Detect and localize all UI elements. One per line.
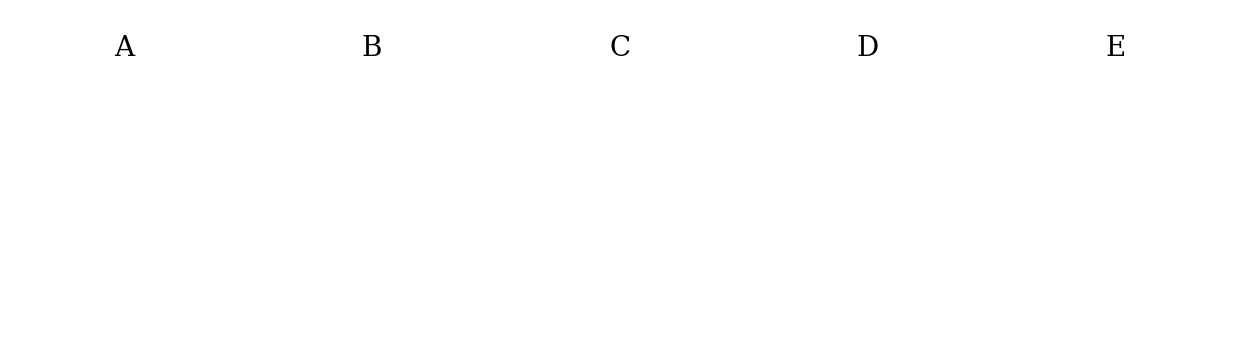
Text: 5 μm: 5 μm (913, 315, 934, 324)
Polygon shape (1059, 166, 1131, 247)
Text: 5 μm: 5 μm (665, 315, 686, 324)
Polygon shape (73, 155, 86, 164)
Text: B: B (362, 35, 382, 62)
Text: 5 μm: 5 μm (169, 315, 190, 324)
Polygon shape (31, 158, 117, 255)
Text: A: A (114, 35, 134, 62)
Polygon shape (1095, 164, 1105, 171)
Text: 5 μm: 5 μm (417, 315, 438, 324)
Text: E: E (1106, 35, 1126, 62)
Text: D: D (857, 35, 879, 62)
Text: 5 μm: 5 μm (1161, 315, 1182, 324)
Text: C: C (609, 35, 631, 62)
